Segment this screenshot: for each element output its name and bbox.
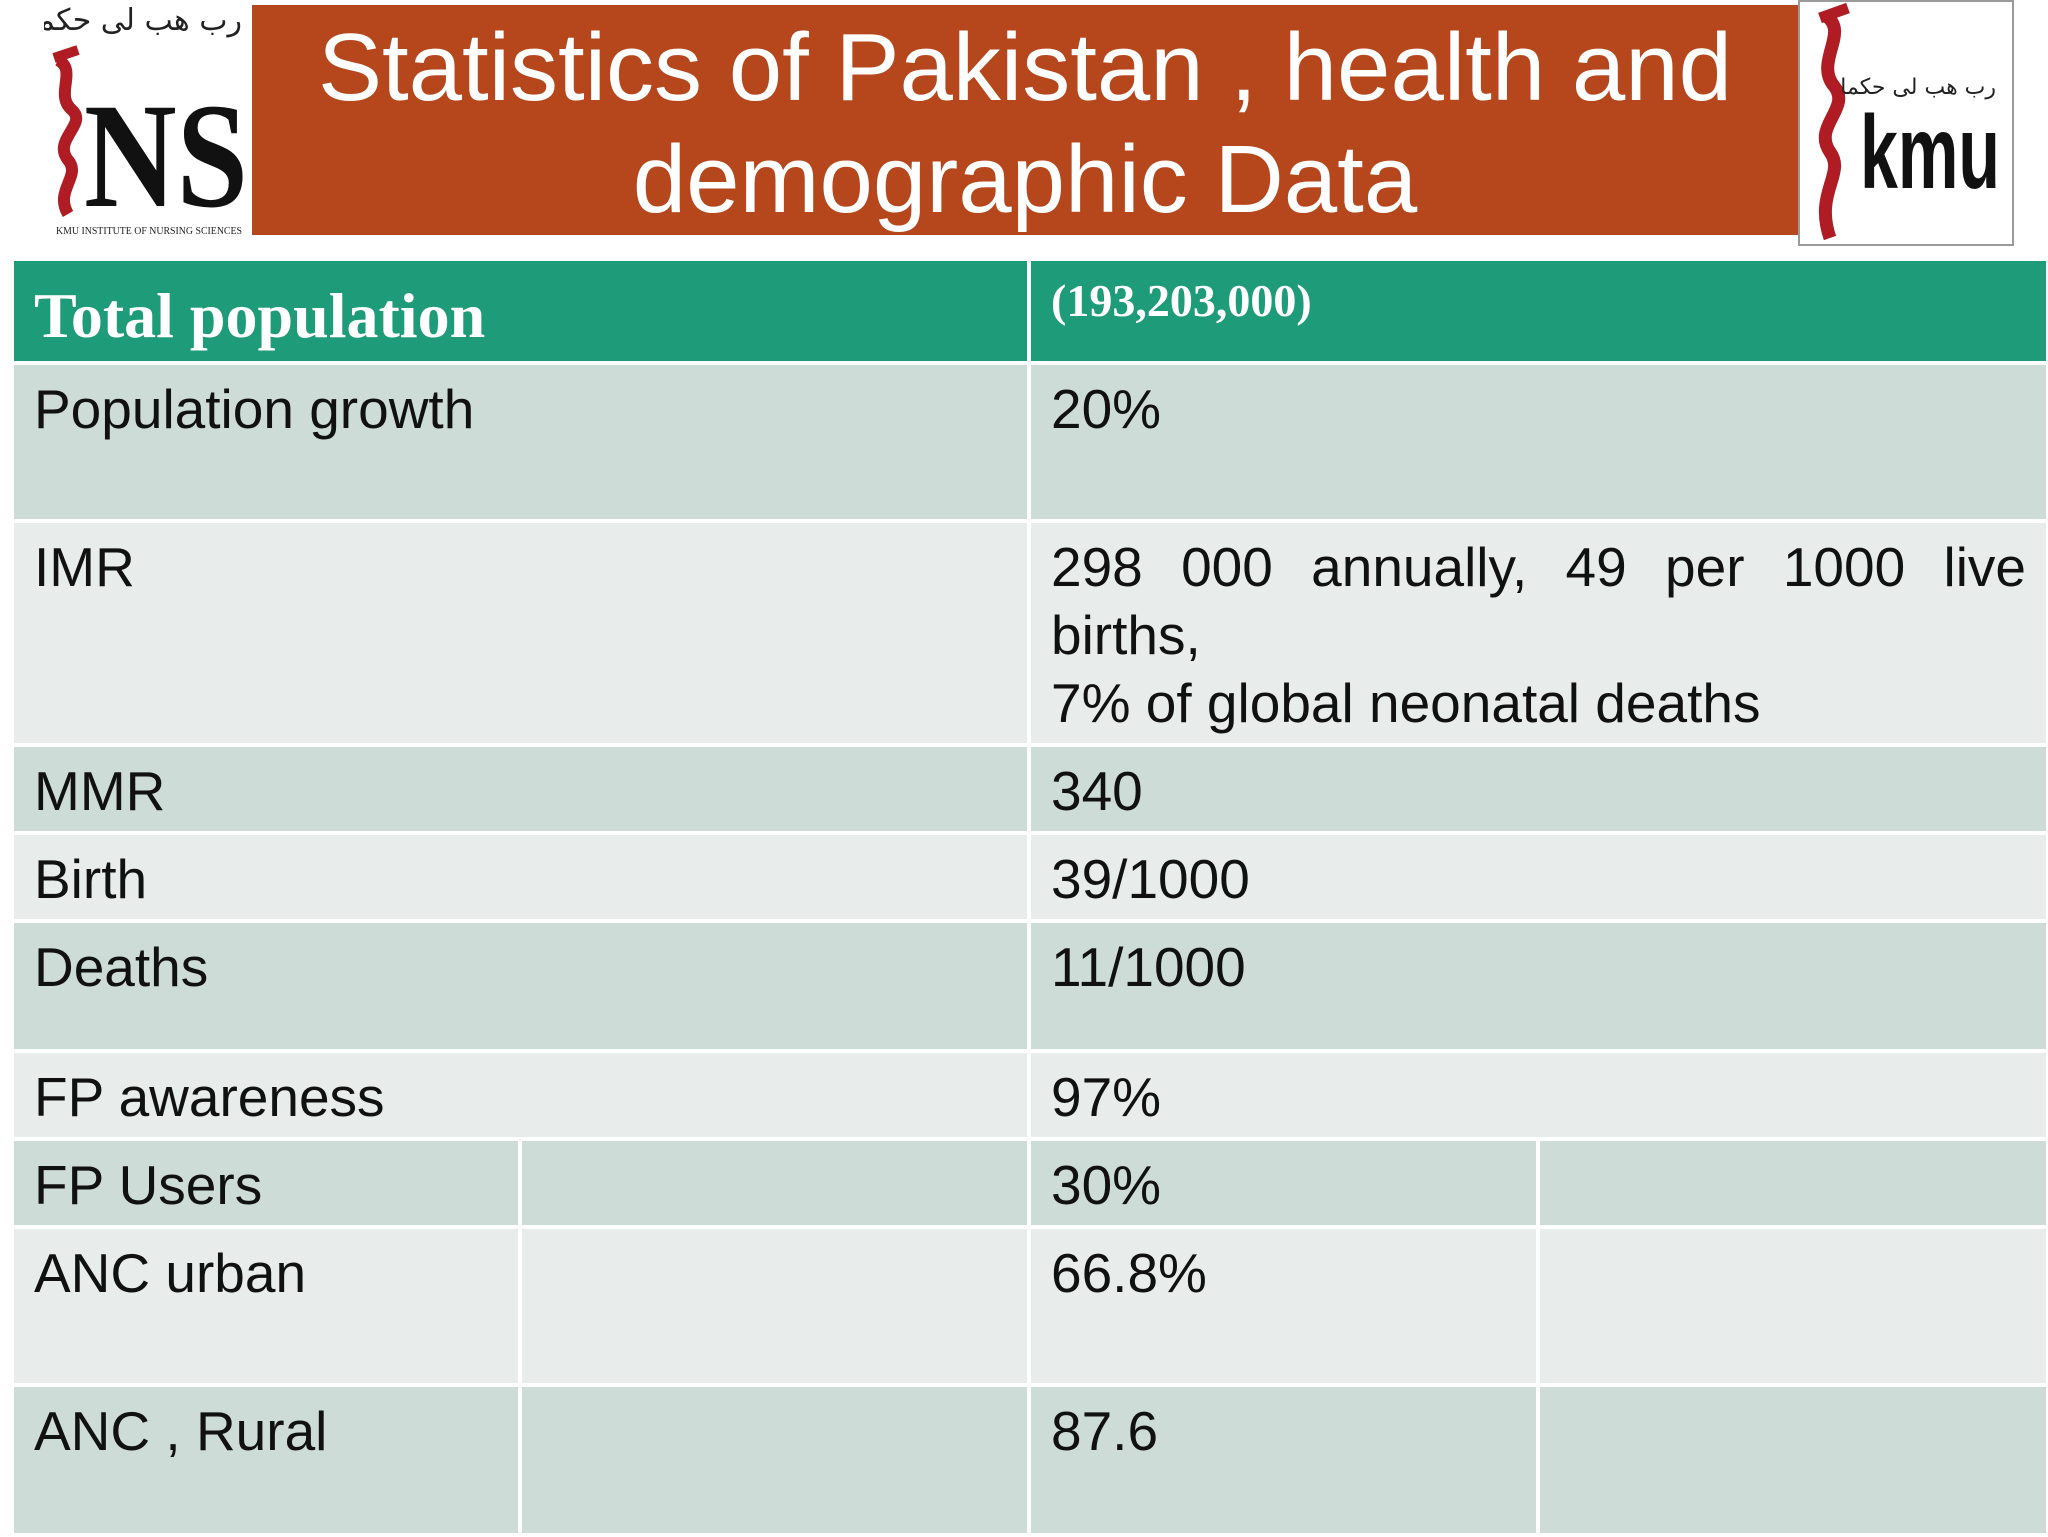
row-value: 298 000 annually, 49 per 1000 live birth…: [1026, 519, 2048, 747]
table-row: IMR 298 000 annually, 49 per 1000 live b…: [10, 519, 2048, 747]
row-label: FP awareness: [10, 1049, 1031, 1141]
empty-cell: [1535, 1383, 2048, 1537]
row-label: FP Users: [10, 1137, 522, 1229]
empty-cell: [518, 1137, 1031, 1229]
kmu-logo-letters: kmu: [1860, 95, 2000, 211]
row-label: Deaths: [10, 919, 1031, 1053]
empty-cell: [1535, 1225, 2048, 1387]
page-title: Statistics of Pakistan , health and demo…: [318, 6, 1732, 234]
imr-value-line-3: 7% of global neonatal deaths: [1051, 672, 1761, 734]
imr-value-line-2: births,: [1051, 604, 1201, 666]
empty-cell: [518, 1225, 1031, 1387]
row-label: MMR: [10, 743, 1031, 835]
ins-logo-letters: NS: [84, 73, 248, 239]
ins-logo-caption: KMU INSTITUTE OF NURSING SCIENCES: [56, 226, 242, 237]
empty-cell: [518, 1383, 1031, 1537]
table-row: ANC , Rural 87.6: [10, 1383, 2048, 1537]
row-value: 97%: [1026, 1049, 2048, 1141]
row-value: 66.8%: [1027, 1225, 1540, 1387]
table-row: ANC urban 66.8%: [10, 1225, 2048, 1387]
table-row: Birth 39/1000: [10, 831, 2048, 923]
row-label: ANC , Rural: [10, 1383, 522, 1537]
table-header-row: Total population (193,203,000): [10, 257, 2048, 365]
row-label: Population growth: [10, 361, 1031, 523]
row-label: Birth: [10, 831, 1031, 923]
empty-cell: [1535, 1137, 2048, 1229]
page-title-line-1: Statistics of Pakistan , health and: [317, 14, 1733, 121]
total-population-value: (193,203,000): [1026, 257, 2048, 365]
table-row: Population growth 20%: [10, 361, 2048, 523]
title-banner: Statistics of Pakistan , health and demo…: [252, 5, 1798, 235]
table-row: FP awareness 97%: [10, 1049, 2048, 1141]
total-population-label: Total population: [10, 257, 1031, 365]
table-row: Deaths 11/1000: [10, 919, 2048, 1053]
row-label: ANC urban: [10, 1225, 522, 1387]
row-value: 20%: [1026, 361, 2048, 523]
page-title-line-2: demographic Data: [632, 126, 1418, 233]
kmu-logo-motto: رب هب لی حکما: [1840, 75, 1996, 100]
row-value: 11/1000: [1026, 919, 2048, 1053]
ins-logo: رب هب لی حکما NS KMU INSTITUTE OF NURSIN…: [30, 0, 254, 242]
row-value: 30%: [1027, 1137, 1540, 1229]
row-label: IMR: [10, 519, 1031, 747]
statistics-table: Total population (193,203,000) Populatio…: [10, 257, 2048, 1537]
row-value: 39/1000: [1026, 831, 2048, 923]
imr-value-line-1: 298 000 annually, 49 per 1000 live: [1051, 536, 2027, 598]
ins-logo-motto: رب هب لی حکما: [44, 3, 242, 38]
row-value: 87.6: [1027, 1383, 1540, 1537]
table-row: FP Users 30%: [10, 1137, 2048, 1229]
row-value: 340: [1026, 743, 2048, 835]
table-row: MMR 340: [10, 743, 2048, 835]
kmu-logo: رب هب لی حکما kmu: [1798, 0, 2014, 246]
